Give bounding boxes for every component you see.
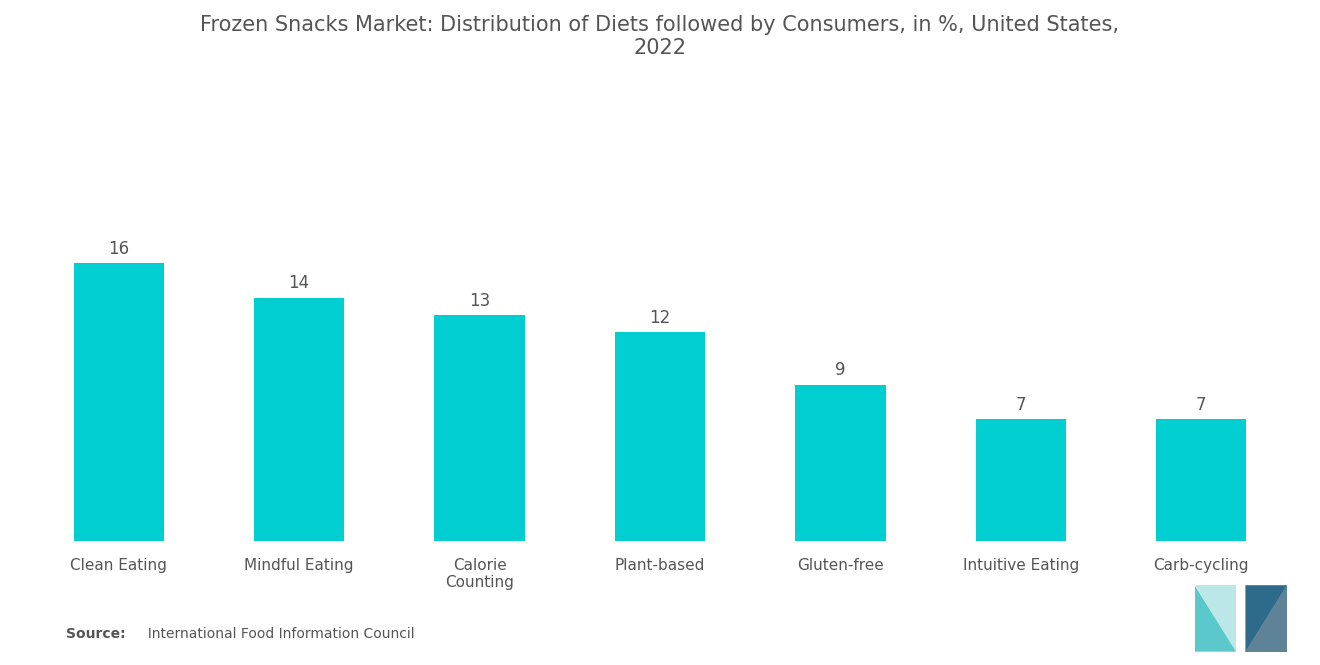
Text: Source:: Source: [66,627,125,642]
Text: 13: 13 [469,292,490,310]
Polygon shape [1195,585,1237,652]
Bar [615,332,705,541]
Title: Frozen Snacks Market: Distribution of Diets followed by Consumers, in %, United : Frozen Snacks Market: Distribution of Di… [201,15,1119,59]
Text: 16: 16 [108,239,129,257]
Text: 9: 9 [836,361,846,379]
Bar [975,420,1067,541]
Bar [74,263,164,541]
Polygon shape [1246,585,1287,652]
Bar [796,384,886,541]
Text: International Food Information Council: International Food Information Council [139,627,414,642]
Bar [253,298,345,541]
Text: 14: 14 [289,275,310,293]
Text: 7: 7 [1015,396,1026,414]
Bar [434,315,524,541]
Bar [1156,420,1246,541]
Text: 12: 12 [649,309,671,327]
Polygon shape [1246,585,1287,652]
Polygon shape [1195,585,1237,652]
Text: 7: 7 [1196,396,1206,414]
